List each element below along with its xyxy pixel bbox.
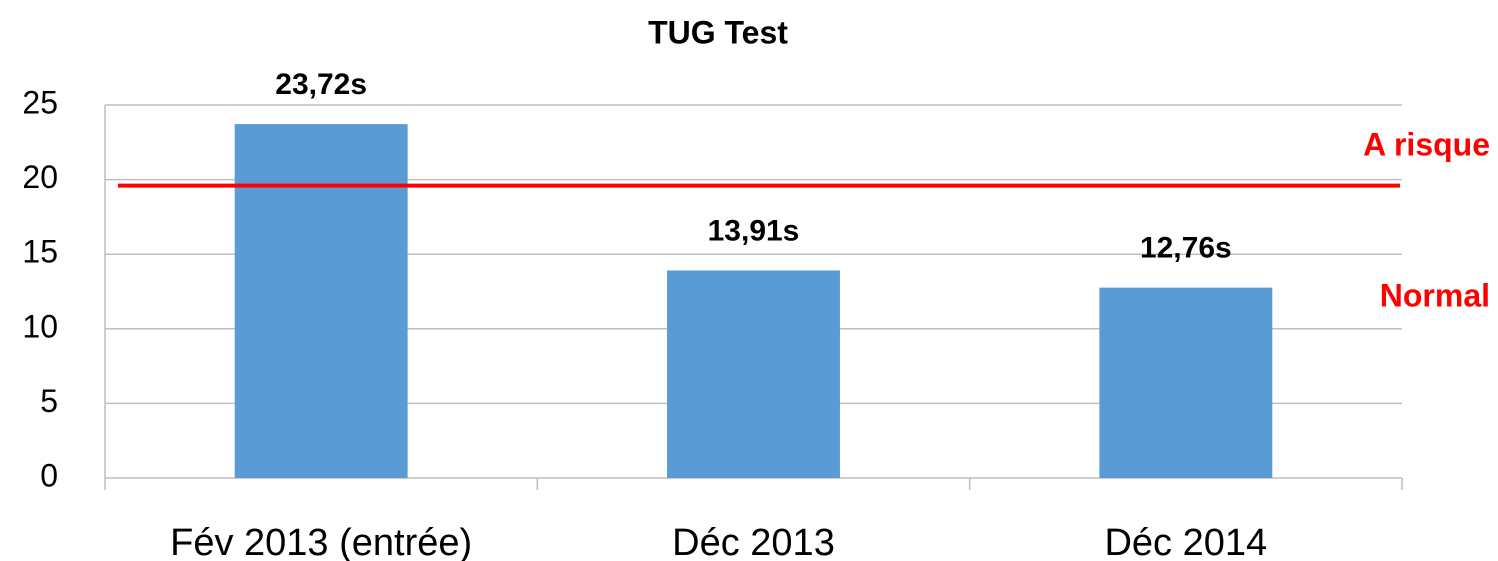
y-tick-label: 15: [22, 234, 58, 270]
annotation: A risque: [1363, 126, 1490, 162]
x-tick-label: Déc 2014: [1104, 522, 1267, 561]
value-label: 13,91s: [708, 214, 800, 247]
x-tick-label: Déc 2013: [672, 522, 835, 561]
bar: [1099, 287, 1273, 478]
y-tick-label: 25: [22, 84, 58, 120]
y-tick-label: 20: [22, 159, 58, 195]
bar: [234, 124, 408, 479]
bar: [667, 270, 840, 478]
y-tick-label: 5: [40, 383, 58, 419]
chart-title: TUG Test: [648, 14, 788, 50]
annotation: Normal: [1380, 277, 1490, 313]
value-label: 23,72s: [275, 68, 367, 101]
y-tick-label: 0: [40, 457, 58, 493]
value-label: 12,76s: [1140, 232, 1232, 265]
y-tick-label: 10: [22, 308, 58, 344]
x-tick-label: Fév 2013 (entrée): [170, 522, 472, 561]
